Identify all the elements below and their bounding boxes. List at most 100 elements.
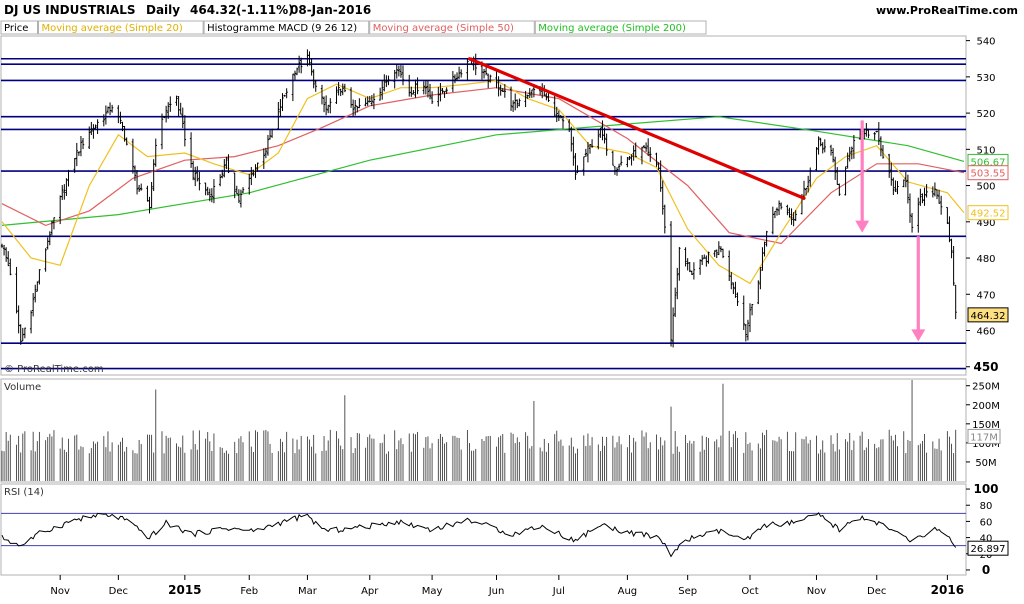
price-bar: [557, 110, 561, 122]
price-tick-label: 530: [976, 73, 995, 84]
price-bar: [734, 281, 737, 298]
price-bar: [329, 98, 332, 114]
price-bar: [844, 166, 847, 196]
price-bar: [890, 162, 893, 186]
price-bar: [29, 310, 33, 334]
price-bar: [208, 188, 211, 202]
price-bars: [0, 49, 957, 348]
price-bar: [48, 231, 51, 246]
price-bar: [283, 94, 286, 97]
price-bar: [196, 166, 199, 182]
price-bar: [416, 77, 419, 95]
price-bar: [559, 115, 563, 119]
change-percent: (-1.11%): [236, 3, 294, 17]
price-bar: [597, 128, 600, 150]
time-tick-label: Aug: [618, 586, 638, 597]
price-bar: [817, 136, 820, 155]
price-bar: [518, 98, 521, 107]
price-bar: [495, 71, 498, 89]
price-bar: [110, 104, 114, 113]
price-bar: [815, 147, 818, 171]
price-bar: [688, 262, 691, 273]
price-bar: [422, 81, 425, 95]
price-bar: [948, 216, 951, 243]
site-link[interactable]: www.ProRealTime.com: [876, 4, 1018, 17]
price-bar: [295, 67, 299, 76]
price-bar: [183, 115, 187, 147]
price-bar: [582, 156, 585, 176]
price-bar: [701, 255, 704, 266]
price-bar: [335, 86, 338, 104]
price-bar: [291, 73, 295, 102]
price-bar: [31, 293, 35, 317]
price-bar: [952, 245, 955, 286]
price-bar: [441, 88, 444, 94]
price-bar: [131, 138, 135, 174]
price-bar: [312, 69, 315, 89]
price-bar: [850, 146, 854, 160]
time-tick-label: Oct: [741, 586, 758, 597]
price-bar: [881, 144, 885, 159]
legend-item-3: Moving average (Simple 50): [373, 23, 514, 34]
price-bar: [692, 262, 696, 280]
price-bar: [954, 284, 957, 320]
price-tick-label: 480: [976, 254, 995, 265]
price-bar: [264, 147, 268, 159]
last-price: 464.32: [190, 3, 236, 17]
price-bar: [7, 251, 10, 267]
price-bar: [526, 94, 529, 99]
price-bar: [678, 247, 681, 281]
price-bar: [34, 284, 37, 303]
price-bar: [574, 153, 577, 180]
price-bar: [90, 121, 93, 136]
time-tick-label: Nov: [807, 586, 827, 597]
price-bar: [152, 159, 155, 192]
price-bar: [690, 270, 694, 275]
price-bar: [459, 69, 463, 78]
price-bar: [904, 172, 908, 188]
rsi-panel: RSI (14) 020406080100 26.897: [0, 482, 1009, 577]
price-bar: [819, 137, 822, 147]
legend-box: [0, 20, 38, 35]
time-tick-label: Dec: [867, 586, 886, 597]
price-bar: [744, 323, 748, 342]
price-bar: [308, 51, 311, 66]
price-bar: [806, 175, 810, 193]
price-bar: [590, 139, 594, 148]
price-bar: [503, 84, 507, 98]
price-tick-label: 510: [976, 145, 995, 156]
price-bar: [401, 65, 405, 86]
price-bar: [75, 142, 78, 167]
price-bar: [23, 327, 27, 339]
price-bar: [358, 98, 361, 109]
price-bar: [94, 124, 97, 130]
rsi-label: RSI (14): [4, 487, 44, 498]
volume-badge: 117M: [967, 428, 1001, 444]
time-tick-label: May: [422, 586, 443, 597]
sma50-line: [1, 87, 965, 245]
volume-tick-label: 100M: [972, 439, 1000, 450]
price-bar: [322, 96, 326, 113]
price-bar: [366, 96, 369, 106]
price-bar: [730, 272, 733, 290]
price-bar: [2, 244, 6, 256]
period-label: Daily: [146, 3, 180, 17]
price-bar: [133, 165, 137, 181]
price-bar: [605, 133, 608, 156]
legend-box: [369, 20, 535, 35]
price-bar: [79, 136, 83, 157]
price-bar: [946, 206, 949, 225]
price-bar: [378, 87, 382, 101]
arrow-head-1: [911, 329, 926, 342]
price-bar: [908, 193, 912, 223]
trendline: [467, 57, 806, 200]
price-bar: [669, 221, 673, 347]
price-bar: [310, 57, 313, 76]
price-bar: [327, 104, 330, 114]
price-bar: [343, 83, 347, 93]
price-bar: [370, 95, 374, 107]
sma20-line: [1, 79, 965, 285]
rsi-line: [1, 512, 957, 558]
